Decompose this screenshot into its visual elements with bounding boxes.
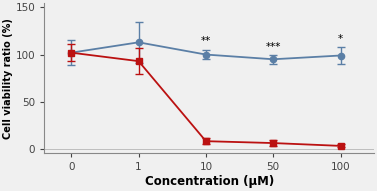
Y-axis label: Cell viability ratio (%): Cell viability ratio (%)	[3, 18, 13, 138]
Text: *: *	[338, 34, 343, 44]
Text: **: **	[201, 36, 211, 46]
Text: ***: ***	[265, 42, 281, 52]
X-axis label: Concentration (μM): Concentration (μM)	[145, 175, 274, 188]
